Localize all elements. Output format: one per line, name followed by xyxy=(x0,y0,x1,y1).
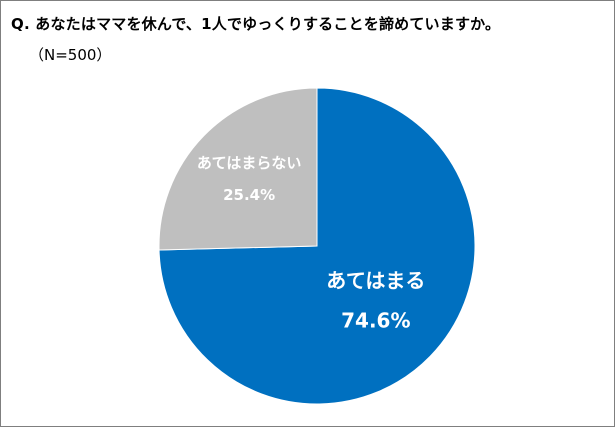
pie-slice-2 xyxy=(158,87,318,251)
slice-value-label-2: 25.4% xyxy=(223,186,275,204)
slice-value-label-1: 74.6% xyxy=(341,308,410,332)
slice-label-1: あてはまる xyxy=(326,268,425,292)
slice-label-2: あてはまらない xyxy=(197,154,301,172)
chart-title: Q. あなたはママを休んで、1人でゆっくりすることを諦めていますか。 xyxy=(11,15,501,33)
chart-subtitle: （N=500） xyxy=(29,46,112,64)
